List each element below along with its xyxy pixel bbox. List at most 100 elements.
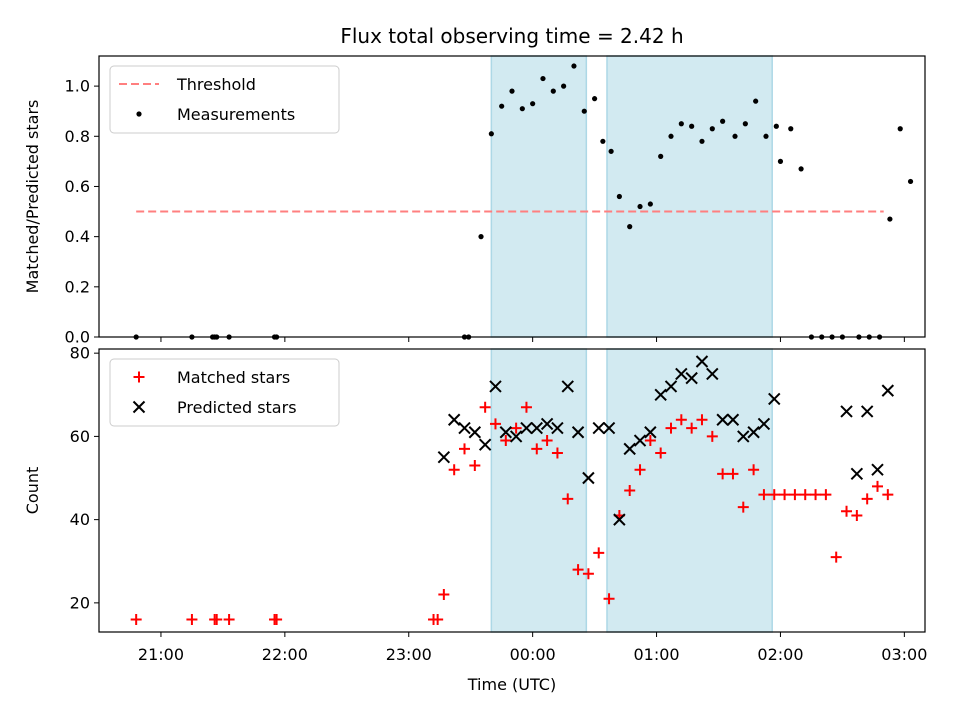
data-point bbox=[830, 551, 842, 563]
legend-swatch-dot bbox=[136, 111, 142, 117]
data-point bbox=[541, 435, 553, 447]
data-point bbox=[737, 430, 750, 443]
data-point bbox=[448, 464, 460, 476]
data-point bbox=[665, 422, 677, 434]
data-point bbox=[882, 489, 894, 501]
y-tick-label: 1.0 bbox=[65, 77, 90, 96]
legend: Threshold Measurements bbox=[109, 65, 340, 134]
data-point bbox=[675, 367, 688, 381]
shaded-interval bbox=[606, 55, 773, 338]
data-point bbox=[572, 564, 584, 576]
data-point bbox=[716, 413, 729, 426]
data-point bbox=[600, 138, 606, 144]
data-point bbox=[757, 417, 771, 431]
legend-label: Measurements bbox=[177, 105, 295, 124]
data-point bbox=[592, 421, 605, 435]
data-point bbox=[726, 413, 740, 426]
data-point bbox=[186, 614, 198, 626]
data-point bbox=[499, 103, 505, 109]
data-point bbox=[489, 380, 502, 393]
data-point bbox=[582, 568, 594, 580]
axes: 0.0 0.2 0.4 0.6 0.8 1.0 Matched/Predicted star… bbox=[23, 55, 927, 694]
data-point bbox=[550, 88, 556, 94]
data-point bbox=[540, 417, 554, 431]
data-point bbox=[509, 430, 523, 443]
data-point bbox=[654, 388, 667, 401]
data-point bbox=[130, 614, 142, 626]
data-point bbox=[520, 401, 532, 413]
data-point bbox=[872, 480, 884, 492]
legend-box bbox=[109, 358, 340, 427]
data-point bbox=[519, 106, 525, 112]
data-point bbox=[668, 133, 674, 139]
data-point bbox=[458, 421, 471, 435]
data-point bbox=[695, 355, 709, 368]
data-point bbox=[798, 166, 804, 172]
data-point bbox=[531, 443, 543, 455]
data-point bbox=[664, 380, 678, 393]
shaded-interval bbox=[490, 348, 588, 633]
data-point bbox=[582, 471, 595, 485]
data-point bbox=[592, 96, 598, 102]
x-axis-label: Time (UTC) bbox=[467, 675, 556, 694]
data-point bbox=[860, 405, 874, 418]
data-point bbox=[551, 447, 563, 459]
data-point bbox=[500, 435, 512, 447]
data-point bbox=[720, 118, 726, 124]
data-point bbox=[602, 421, 616, 435]
data-point bbox=[459, 443, 471, 455]
data-point bbox=[530, 101, 536, 107]
data-point bbox=[709, 126, 715, 132]
data-point bbox=[841, 505, 853, 517]
data-point bbox=[678, 121, 684, 127]
data-point bbox=[897, 126, 903, 132]
data-point bbox=[432, 614, 444, 626]
x-tick-label: 22:00 bbox=[262, 645, 308, 664]
data-point bbox=[489, 418, 501, 430]
x-tick-label: 21:00 bbox=[138, 645, 184, 664]
y-tick-label: 0.8 bbox=[65, 127, 90, 146]
data-point bbox=[758, 489, 770, 501]
data-point bbox=[633, 434, 647, 447]
data-point bbox=[608, 148, 614, 154]
data-point bbox=[644, 426, 657, 439]
data-point bbox=[881, 384, 895, 397]
axes-frame bbox=[98, 55, 926, 338]
data-point bbox=[647, 201, 653, 207]
y-tick-label: 60 bbox=[70, 427, 90, 446]
data-point bbox=[658, 153, 664, 159]
data-point bbox=[593, 547, 605, 559]
data-point bbox=[447, 413, 461, 426]
data-point bbox=[871, 463, 884, 476]
data-point bbox=[644, 435, 656, 447]
data-point bbox=[689, 123, 695, 129]
data-point bbox=[773, 123, 779, 129]
data-point bbox=[763, 133, 769, 139]
y-axis-label: Matched/Predicted stars bbox=[23, 100, 42, 294]
data-point bbox=[211, 614, 223, 626]
data-point bbox=[437, 450, 451, 464]
series-matched-stars bbox=[130, 401, 894, 626]
data-point bbox=[624, 485, 636, 496]
data-point bbox=[499, 426, 513, 439]
legend: Matched stars Predicted stars bbox=[109, 358, 340, 427]
data-point bbox=[540, 75, 546, 82]
data-point bbox=[799, 489, 811, 501]
data-point bbox=[520, 421, 533, 435]
data-point bbox=[706, 367, 719, 381]
data-point bbox=[510, 422, 522, 434]
y-tick-label: 0.0 bbox=[65, 328, 90, 347]
data-point bbox=[438, 589, 450, 601]
legends: Threshold Measurements Matched stars Predic… bbox=[109, 65, 340, 427]
data-point bbox=[488, 131, 494, 137]
y-tick-label: 0.4 bbox=[65, 227, 90, 246]
data-point bbox=[478, 234, 484, 240]
legend-swatch-x bbox=[132, 400, 146, 414]
data-point bbox=[779, 489, 791, 501]
data-point bbox=[685, 371, 698, 385]
data-point bbox=[571, 426, 585, 439]
data-point bbox=[479, 401, 491, 413]
data-point bbox=[737, 501, 749, 513]
axes-frame bbox=[98, 348, 926, 633]
